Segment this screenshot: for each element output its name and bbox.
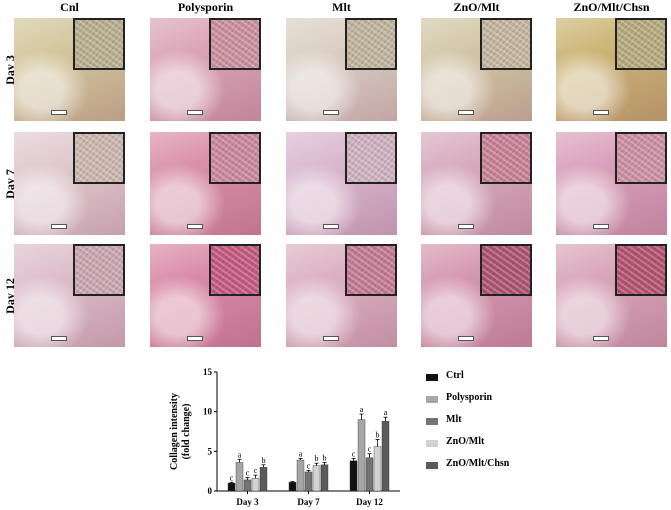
y-axis-label: Collagen intensity [169, 393, 180, 470]
magnified-inset [209, 244, 261, 296]
magnified-inset [345, 244, 397, 296]
scale-bar [593, 110, 609, 115]
bar [349, 460, 358, 492]
scale-bar [187, 336, 203, 341]
scale-bar [323, 110, 339, 115]
legend-swatch [426, 396, 438, 403]
bar [304, 471, 313, 492]
column-header: ZnO/Mlt/Chsn [573, 0, 650, 14]
x-tick-label: Day 3 [236, 497, 259, 507]
bar [365, 457, 374, 492]
magnified-inset [480, 244, 532, 296]
magnified-inset [615, 132, 667, 184]
significance-letter: a [238, 450, 242, 459]
legend-swatch [426, 374, 438, 381]
micrograph-tile [286, 132, 397, 235]
legend-label: ZnO/Mlt [446, 436, 485, 447]
column-header: Polysporin [177, 0, 234, 14]
bar [243, 479, 252, 492]
scale-bar [323, 336, 339, 341]
legend-label: ZnO/Mlt/Chsn [446, 458, 510, 469]
scale-bar [323, 224, 339, 229]
significance-letter: b [262, 456, 266, 465]
micrograph-tile [421, 132, 532, 235]
bar [259, 466, 268, 492]
legend-swatch [426, 418, 438, 425]
scale-bar [51, 224, 67, 229]
micrograph-tile [421, 18, 532, 121]
scale-bar [51, 110, 67, 115]
bar [251, 478, 260, 492]
magnified-inset [73, 18, 125, 70]
bar [320, 464, 329, 492]
legend-label: Ctrl [446, 370, 464, 381]
significance-letter: a [384, 408, 388, 417]
bar [227, 482, 236, 492]
significance-letter: b [315, 454, 319, 463]
y-axis-label: (fold change) [181, 404, 192, 460]
significance-letter: b [376, 430, 380, 439]
magnified-inset [209, 18, 261, 70]
magnified-inset [615, 18, 667, 70]
significance-letter: c [254, 466, 258, 475]
y-tick-label: 10 [203, 407, 213, 417]
magnified-inset [73, 244, 125, 296]
significance-letter: c [307, 461, 311, 470]
scale-bar [187, 224, 203, 229]
significance-letter: c [246, 469, 250, 478]
x-tick-label: Day 7 [297, 497, 320, 507]
scale-bar [458, 110, 474, 115]
significance-letter: c [352, 449, 356, 458]
column-header: Cnl [60, 0, 79, 14]
y-tick-label: 0 [208, 486, 213, 496]
x-tick-label: Day 12 [356, 497, 383, 507]
magnified-inset [73, 132, 125, 184]
bar [235, 462, 244, 492]
scale-bar [593, 336, 609, 341]
micrograph-tile [556, 132, 667, 235]
legend-label: Mlt [446, 414, 462, 425]
bar [296, 459, 305, 492]
magnified-inset [480, 132, 532, 184]
significance-letter: c [368, 445, 372, 454]
column-header: ZnO/Mlt [453, 0, 500, 14]
significance-letter: c [230, 473, 234, 482]
bar [288, 482, 297, 492]
magnified-inset [345, 18, 397, 70]
scale-bar [458, 336, 474, 341]
y-tick-label: 5 [208, 446, 213, 456]
micrograph-tile [14, 18, 125, 121]
legend-label: Polysporin [446, 392, 493, 403]
magnified-inset [209, 132, 261, 184]
bar [357, 419, 366, 492]
micrograph-tile [150, 18, 261, 121]
legend-swatch [426, 462, 438, 469]
significance-letter: a [360, 405, 364, 414]
magnified-inset [615, 244, 667, 296]
collagen-bar-chart: Collagen intensity (fold change)051015cac… [169, 367, 400, 507]
magnified-inset [345, 132, 397, 184]
micrograph-tile [286, 244, 397, 347]
significance-letter: b [323, 453, 327, 462]
scale-bar [51, 336, 67, 341]
scale-bar [187, 110, 203, 115]
bar [373, 446, 382, 492]
significance-letter: a [299, 449, 303, 458]
scale-bar [593, 224, 609, 229]
micrograph-tile [556, 18, 667, 121]
micrograph-tile [150, 132, 261, 235]
bar [312, 465, 321, 492]
micrograph-tile [556, 244, 667, 347]
y-tick-label: 15 [203, 367, 213, 377]
magnified-inset [480, 18, 532, 70]
scale-bar [458, 224, 474, 229]
bar [381, 420, 390, 492]
micrograph-tile [14, 132, 125, 235]
micrograph-tile [14, 244, 125, 347]
micrograph-tile [150, 244, 261, 347]
column-header: Mlt [332, 0, 351, 14]
micrograph-tile [421, 244, 532, 347]
micrograph-tile [286, 18, 397, 121]
legend-swatch [426, 440, 438, 447]
